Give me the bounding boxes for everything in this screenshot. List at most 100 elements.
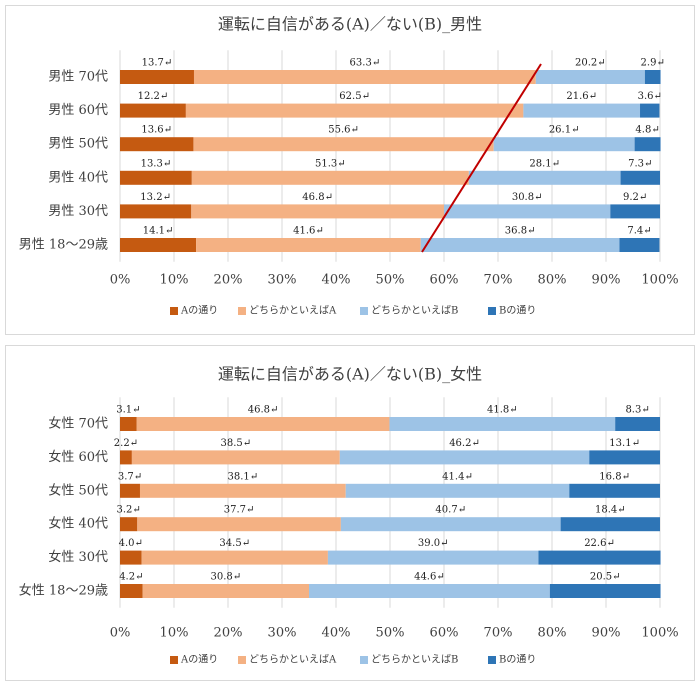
- data-label: 38.5↵: [221, 438, 252, 449]
- data-label: 30.8↵: [512, 192, 543, 203]
- x-tick-label: 70%: [484, 626, 513, 641]
- bar-segment: [120, 170, 192, 185]
- y-tick-label: 男性 50代: [48, 137, 108, 152]
- y-tick-label: 女性 60代: [48, 449, 108, 465]
- data-label: 44.6↵: [414, 572, 445, 583]
- legend-label: どちらかといえばB: [371, 305, 458, 317]
- x-tick-label: 50%: [376, 626, 405, 641]
- data-label: 2.2↵: [114, 438, 138, 449]
- bar-segment: [141, 550, 328, 565]
- data-label: 30.8↵: [211, 572, 242, 583]
- y-tick-label: 男性 70代: [48, 70, 108, 85]
- y-tick-label: 女性 50代: [48, 482, 108, 498]
- x-tick-label: 80%: [538, 626, 567, 641]
- bar-segment: [185, 103, 524, 118]
- data-label: 13.6↵: [141, 125, 172, 136]
- bar-segment: [420, 238, 620, 252]
- bar-segment: [589, 450, 660, 465]
- data-label: 46.8↵: [248, 405, 279, 416]
- data-label: 21.6↵: [566, 91, 597, 102]
- data-label: 28.1↵: [529, 158, 560, 169]
- bar-segment: [538, 550, 661, 565]
- legend-swatch: [238, 307, 246, 315]
- bar-segment: [196, 238, 421, 252]
- bar-segment: [644, 70, 661, 84]
- x-tick-label: 100%: [641, 626, 678, 641]
- x-tick-label: 40%: [322, 273, 351, 288]
- x-tick-label: 20%: [214, 273, 243, 288]
- data-label: 16.8↵: [599, 471, 630, 482]
- y-tick-label: 男性 30代: [48, 204, 108, 219]
- data-label: 46.2↵: [449, 438, 480, 449]
- legend-swatch: [238, 656, 246, 664]
- data-label: 20.2↵: [575, 58, 606, 69]
- data-label: 46.8↵: [302, 192, 333, 203]
- bar-segment: [120, 584, 143, 598]
- bar-segment: [120, 517, 138, 532]
- bar-segment: [120, 238, 197, 252]
- data-label: 13.2↵: [140, 192, 171, 203]
- chart-title: 運転に自信がある(A)／ない(B)_男性: [218, 15, 482, 34]
- chart-title: 運転に自信がある(A)／ない(B)_女性: [218, 365, 482, 384]
- bar-segment: [120, 450, 132, 465]
- bar-segment: [444, 204, 611, 219]
- legend-swatch: [488, 307, 496, 315]
- bar-segment: [640, 103, 660, 118]
- legend-swatch: [170, 656, 178, 664]
- bar-segment: [191, 170, 469, 185]
- legend-swatch: [360, 307, 368, 315]
- bar-segment: [389, 417, 616, 431]
- x-tick-label: 60%: [430, 626, 459, 641]
- x-tick-label: 90%: [592, 626, 621, 641]
- data-label: 2.9↵: [641, 58, 665, 69]
- x-tick-label: 10%: [160, 626, 189, 641]
- legend-label: どちらかといえばA: [249, 654, 337, 666]
- y-tick-label: 男性 60代: [48, 103, 108, 118]
- bar-segment: [620, 170, 660, 185]
- x-tick-label: 10%: [160, 273, 189, 288]
- bar-segment: [345, 483, 570, 498]
- bar-segment: [339, 450, 590, 465]
- data-label: 38.1↵: [228, 471, 259, 482]
- data-label: 4.2↵: [119, 572, 143, 583]
- y-tick-label: 女性 18〜29歳: [19, 583, 108, 599]
- data-label: 13.3↵: [141, 158, 172, 169]
- x-tick-label: 40%: [322, 626, 351, 641]
- data-label: 8.3↵: [625, 405, 649, 416]
- data-label: 55.6↵: [328, 125, 359, 136]
- bar-segment: [615, 417, 660, 431]
- data-label: 20.5↵: [590, 572, 621, 583]
- data-label: 4.8↵: [635, 125, 659, 136]
- bar-segment: [193, 137, 494, 152]
- data-label: 41.8↵: [487, 405, 518, 416]
- x-tick-label: 60%: [430, 273, 459, 288]
- data-label: 37.7↵: [224, 505, 255, 516]
- x-tick-label: 80%: [538, 273, 567, 288]
- charts: 運転に自信がある(A)／ない(B)_男性 0% 10% 20% 30% 40% 50% 60%…: [19, 15, 679, 666]
- bar-segment: [142, 584, 309, 598]
- bar-segment: [569, 483, 660, 498]
- bar-segment: [634, 137, 661, 152]
- data-label: 63.3↵: [350, 58, 381, 69]
- bar-segment: [619, 238, 660, 252]
- data-label: 41.6↵: [293, 226, 324, 237]
- bar-segment: [137, 517, 341, 532]
- bar-segment: [340, 517, 561, 532]
- data-label: 13.1↵: [609, 438, 640, 449]
- bar-segment: [120, 70, 194, 84]
- legend-swatch: [170, 307, 178, 315]
- data-label: 36.8↵: [505, 226, 536, 237]
- y-tick-label: 男性 18〜29歳: [19, 238, 108, 253]
- data-label: 3.7↵: [118, 471, 142, 482]
- y-tick-label: 男性 40代: [48, 170, 108, 185]
- data-label: 13.7↵: [142, 58, 173, 69]
- data-label: 22.6↵: [584, 538, 615, 549]
- legend-label: Bの通り: [499, 654, 536, 666]
- data-label: 41.4↵: [442, 471, 473, 482]
- data-label: 3.1↵: [116, 405, 140, 416]
- data-label: 7.3↵: [628, 158, 652, 169]
- x-tick-label: 0%: [110, 273, 131, 288]
- x-tick-label: 30%: [268, 273, 297, 288]
- data-label: 40.7↵: [435, 505, 466, 516]
- legend-label: Bの通り: [499, 305, 536, 317]
